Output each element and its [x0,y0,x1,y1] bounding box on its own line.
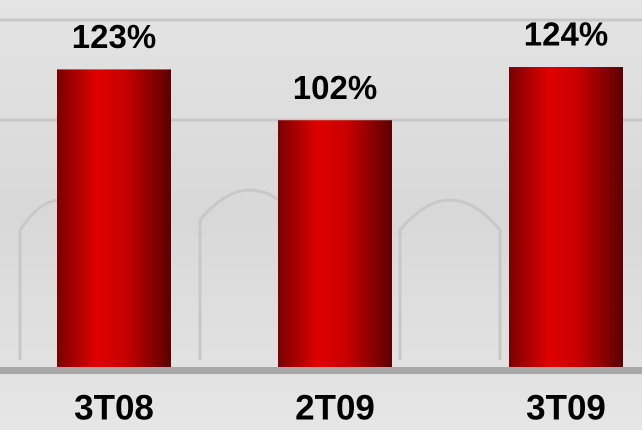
bar [509,67,623,367]
value-label: 124% [524,16,608,53]
category-label: 3T09 [526,388,606,427]
category-label: 3T08 [74,388,154,427]
bar [57,69,171,367]
value-label: 123% [72,18,156,55]
category-label: 2T09 [295,388,375,427]
value-label: 102% [293,69,377,106]
baseline [0,367,642,374]
bar [278,120,392,368]
